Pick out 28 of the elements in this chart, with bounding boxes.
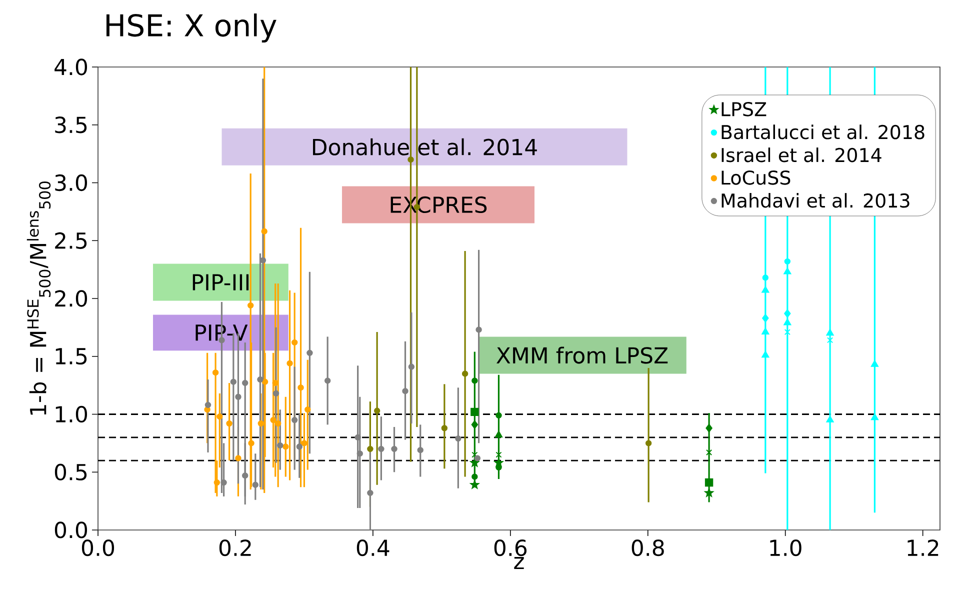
y-tick-label: 1.0	[56, 406, 88, 423]
y-tick-label: 4.0	[54, 58, 88, 76]
y-tick-label: 2.0	[55, 290, 88, 307]
y-tick-label: 3.5	[55, 116, 87, 134]
y-tick-label: 2.5	[55, 232, 87, 249]
legend-label: Israel et al. 2014	[722, 148, 882, 162]
legend-label: Bartalucci et al. 2018	[722, 124, 924, 140]
y-tick-label: 1.5	[56, 348, 87, 365]
x-tick-label: 1.0	[770, 540, 802, 556]
legend-label: LoCuSS	[722, 170, 790, 185]
x-tick-label: 0.2	[219, 540, 251, 556]
y-axis-title: 1-b = M$^{HSE}$$_{500}$/M$^{lens}$500	[26, 181, 51, 415]
y-tick-label: 0.0	[54, 522, 88, 538]
x-tick-label: 0.6	[494, 540, 527, 556]
legend-label: Mahdavi et al. 2013	[722, 193, 910, 208]
x-tick-label: 0.0	[82, 540, 114, 556]
annotation: PIP-III	[192, 274, 249, 290]
annotation: PIP-V	[196, 324, 248, 341]
chart-title: HSE: X only	[106, 13, 276, 43]
x-tick-label: 0.4	[356, 540, 390, 556]
annotation: XMM from LPSZ	[496, 346, 668, 364]
x-axis-title: z	[514, 557, 524, 570]
x-tick-label: 0.8	[632, 540, 664, 556]
y-tick-label: 0.5	[54, 464, 87, 480]
legend-label: LPSZ	[722, 102, 766, 116]
y-tick-label: 3.0	[55, 174, 88, 192]
x-tick-label: 1.2	[908, 540, 938, 556]
annotation: Donahue et al. 2014	[313, 138, 537, 156]
